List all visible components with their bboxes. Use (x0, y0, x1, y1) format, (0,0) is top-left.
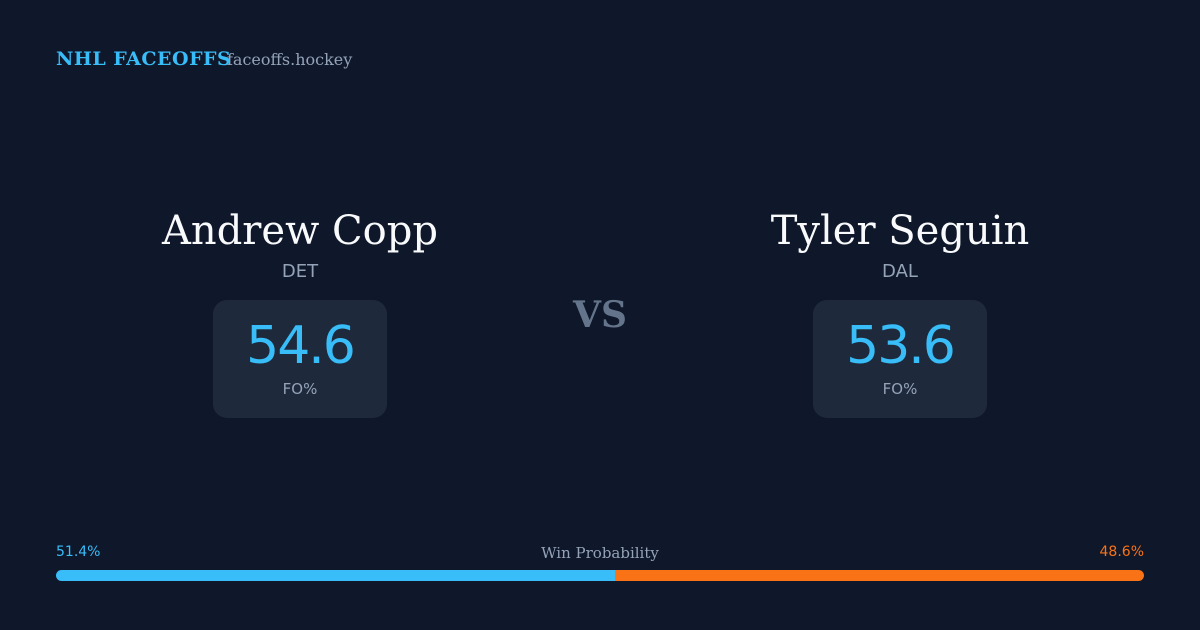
stat-card: 54.6 FO% (213, 300, 387, 418)
bar-segment (615, 570, 1144, 581)
stat-card: 53.6 FO% (813, 300, 987, 418)
stat-label: FO% (882, 380, 918, 398)
vs: VS (573, 294, 627, 336)
player-name: Tyler Seguin (770, 208, 1030, 254)
stat-value: 54.6 (246, 316, 356, 376)
win-prob-bar (56, 570, 1144, 581)
team: DET (281, 261, 319, 282)
player-left: Andrew Copp DET 54.6 FO% (0, 205, 600, 418)
site-name: faceoffs.hockey (227, 50, 353, 69)
player-name: Andrew Copp (162, 208, 438, 254)
team: DAL (882, 261, 918, 282)
win-prob-left: 51.4% (56, 544, 101, 560)
brand-title: NHL FACEOFFS (56, 48, 232, 70)
player-right: Tyler Seguin DAL 53.6 FO% (600, 205, 1200, 418)
stat-label: FO% (282, 380, 318, 398)
bar-segment (56, 570, 616, 581)
win-prob-right: 48.6% (1099, 544, 1144, 560)
stat-value: 53.6 (846, 316, 956, 376)
win-prob-title: Win Probability (541, 544, 659, 562)
